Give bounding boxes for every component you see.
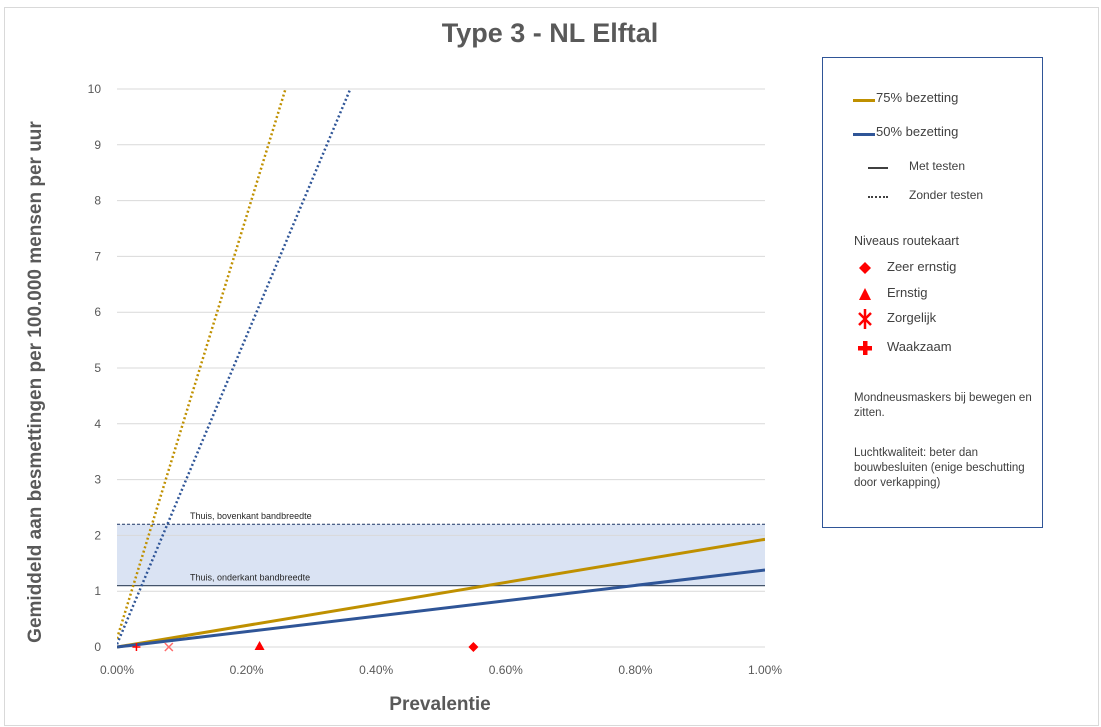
x-tick-label: 0.00% <box>100 663 134 677</box>
plus-icon <box>858 341 872 355</box>
x-tick-label: 1.00% <box>748 663 782 677</box>
star-icon <box>858 309 872 329</box>
note-masks: Mondneusmaskers bij bewegen en zitten. <box>854 392 1032 419</box>
legend-label-waakzaam: Waakzaam <box>887 339 952 354</box>
diamond-icon <box>859 262 871 274</box>
legend-line-solid <box>868 167 888 169</box>
y-tick-label: 3 <box>94 473 101 487</box>
y-tick-label: 5 <box>94 361 101 375</box>
legend-label-50: 50% bezetting <box>876 124 959 139</box>
y-tick-label: 9 <box>94 138 101 152</box>
marker-diamond <box>468 642 479 652</box>
legend-niveaus-label: Niveaus routekaart <box>854 234 959 248</box>
legend-label-met-testen: Met testen <box>909 159 966 173</box>
legend-label-ernstig: Ernstig <box>887 285 928 300</box>
y-tick-label: 0 <box>94 640 101 654</box>
band-area <box>117 524 765 586</box>
marker-star <box>164 642 174 652</box>
note-air-quality: Luchtkwaliteit: beter dan bouwbesluiten … <box>854 447 1025 489</box>
band-lower-label: Thuis, onderkant bandbreedte <box>190 573 310 583</box>
legend: 75% bezetting 50% bezetting Met testen Z… <box>822 57 1043 528</box>
y-tick-label: 8 <box>94 194 101 208</box>
x-tick-label: 0.40% <box>359 663 393 677</box>
x-tick-label: 0.60% <box>489 663 523 677</box>
y-tick-label: 6 <box>94 305 101 319</box>
band-upper-label: Thuis, bovenkant bandbreedte <box>190 511 312 521</box>
y-tick-label: 1 <box>94 584 101 598</box>
legend-line-gold <box>853 99 875 102</box>
triangle-icon <box>859 288 871 300</box>
series-line-3 <box>117 88 352 645</box>
x-axis-label: Prevalentie <box>389 694 491 715</box>
chart-title: Type 3 - NL Elftal <box>441 18 659 48</box>
legend-label-zeer-ernstig: Zeer ernstig <box>887 259 957 274</box>
legend-line-blue <box>853 133 875 136</box>
y-tick-label: 2 <box>94 528 101 542</box>
marker-plus <box>132 643 141 651</box>
series-line-2 <box>117 88 287 639</box>
legend-label-zonder-testen: Zonder testen <box>909 188 984 202</box>
x-tick-label: 0.80% <box>618 663 652 677</box>
legend-label-75: 75% bezetting <box>876 90 959 105</box>
legend-line-dotted <box>868 196 888 198</box>
series-line-0 <box>117 537 765 649</box>
x-tick-label: 0.20% <box>230 663 264 677</box>
legend-label-zorgelijk: Zorgelijk <box>887 310 937 325</box>
y-tick-label: 7 <box>94 249 101 263</box>
series-line-1 <box>117 568 765 649</box>
y-tick-label: 10 <box>88 82 102 96</box>
y-tick-label: 4 <box>94 417 101 431</box>
marker-triangle <box>254 641 265 650</box>
